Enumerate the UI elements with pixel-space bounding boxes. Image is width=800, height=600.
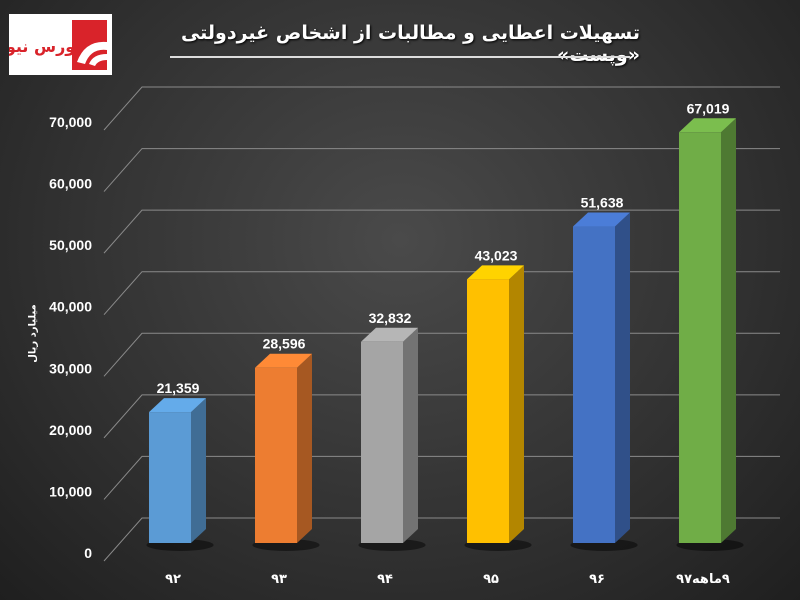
x-labels: ۹۲ ۹۳ ۹۴ ۹۵ ۹۶ ۹ماهه۹۷ xyxy=(165,572,730,587)
bar: 51,638 xyxy=(570,195,638,551)
gridline xyxy=(103,271,780,316)
x-tick-label: ۹۵ xyxy=(483,572,499,587)
bar: 43,023 xyxy=(464,247,532,551)
data-label: 21,359 xyxy=(157,380,200,396)
gridline xyxy=(103,86,780,131)
gridline xyxy=(103,209,780,254)
y-tick-label: 0 xyxy=(84,545,92,561)
y-tick-label: 40,000 xyxy=(49,299,92,315)
bar-front xyxy=(467,279,509,543)
bar-top xyxy=(467,265,524,280)
gridline xyxy=(103,455,780,500)
gridlines xyxy=(103,86,780,562)
bar-side xyxy=(509,265,524,543)
bars: 21,359 28,596 32,832 43,023 51,638 67,019 xyxy=(146,100,744,551)
bar-top xyxy=(573,212,630,227)
bar-side xyxy=(191,398,206,543)
bar-side xyxy=(615,212,630,543)
bar-side xyxy=(721,118,736,543)
gridline xyxy=(103,148,780,192)
gridline xyxy=(103,394,780,439)
gridline xyxy=(103,332,780,377)
bourse-news-logo: بورس نیوز xyxy=(9,14,112,75)
x-tick-label: ۹۳ xyxy=(271,572,287,587)
y-tick-label: 10,000 xyxy=(49,483,92,499)
y-tick-label: 20,000 xyxy=(49,422,92,438)
bar-front xyxy=(149,412,191,543)
y-tick-label: 50,000 xyxy=(49,237,92,253)
y-tick-label: 70,000 xyxy=(49,114,92,130)
data-label: 28,596 xyxy=(263,336,306,352)
chart-title: تسهیلات اعطایی و مطالبات از اشخاص غیردول… xyxy=(180,22,640,66)
bar: 21,359 xyxy=(146,380,214,551)
x-tick-label: ۹۶ xyxy=(589,572,605,587)
bar-front xyxy=(679,132,721,543)
x-tick-label: ۹ماهه۹۷ xyxy=(676,572,730,587)
bar: 67,019 xyxy=(676,100,744,551)
data-label: 32,832 xyxy=(369,310,412,326)
bar-top xyxy=(255,353,312,368)
bar-top xyxy=(361,327,418,342)
title-underline xyxy=(170,56,630,58)
bar-front xyxy=(255,367,297,543)
data-label: 51,638 xyxy=(581,195,624,211)
bar-front xyxy=(573,226,615,543)
y-tick-label: 60,000 xyxy=(49,176,92,192)
bar-front xyxy=(361,341,403,543)
bar-side xyxy=(297,353,312,543)
y-tick-label: 30,000 xyxy=(49,360,92,376)
bar: 32,832 xyxy=(358,310,426,551)
y-ticks: 0 10,000 20,000 30,000 40,000 50,000 60,000 70,… xyxy=(49,114,92,561)
bar-top xyxy=(679,118,736,133)
gridline xyxy=(103,517,780,562)
bar-side xyxy=(403,327,418,543)
svg-text:بورس نیوز: بورس نیوز xyxy=(9,37,81,56)
bar: 28,596 xyxy=(252,336,320,551)
logo-mark: بورس نیوز xyxy=(9,20,107,70)
data-label: 67,019 xyxy=(687,100,730,116)
x-tick-label: ۹۲ xyxy=(165,572,181,587)
bar-top xyxy=(149,398,206,413)
data-label: 43,023 xyxy=(475,247,518,263)
x-tick-label: ۹۴ xyxy=(377,572,393,587)
